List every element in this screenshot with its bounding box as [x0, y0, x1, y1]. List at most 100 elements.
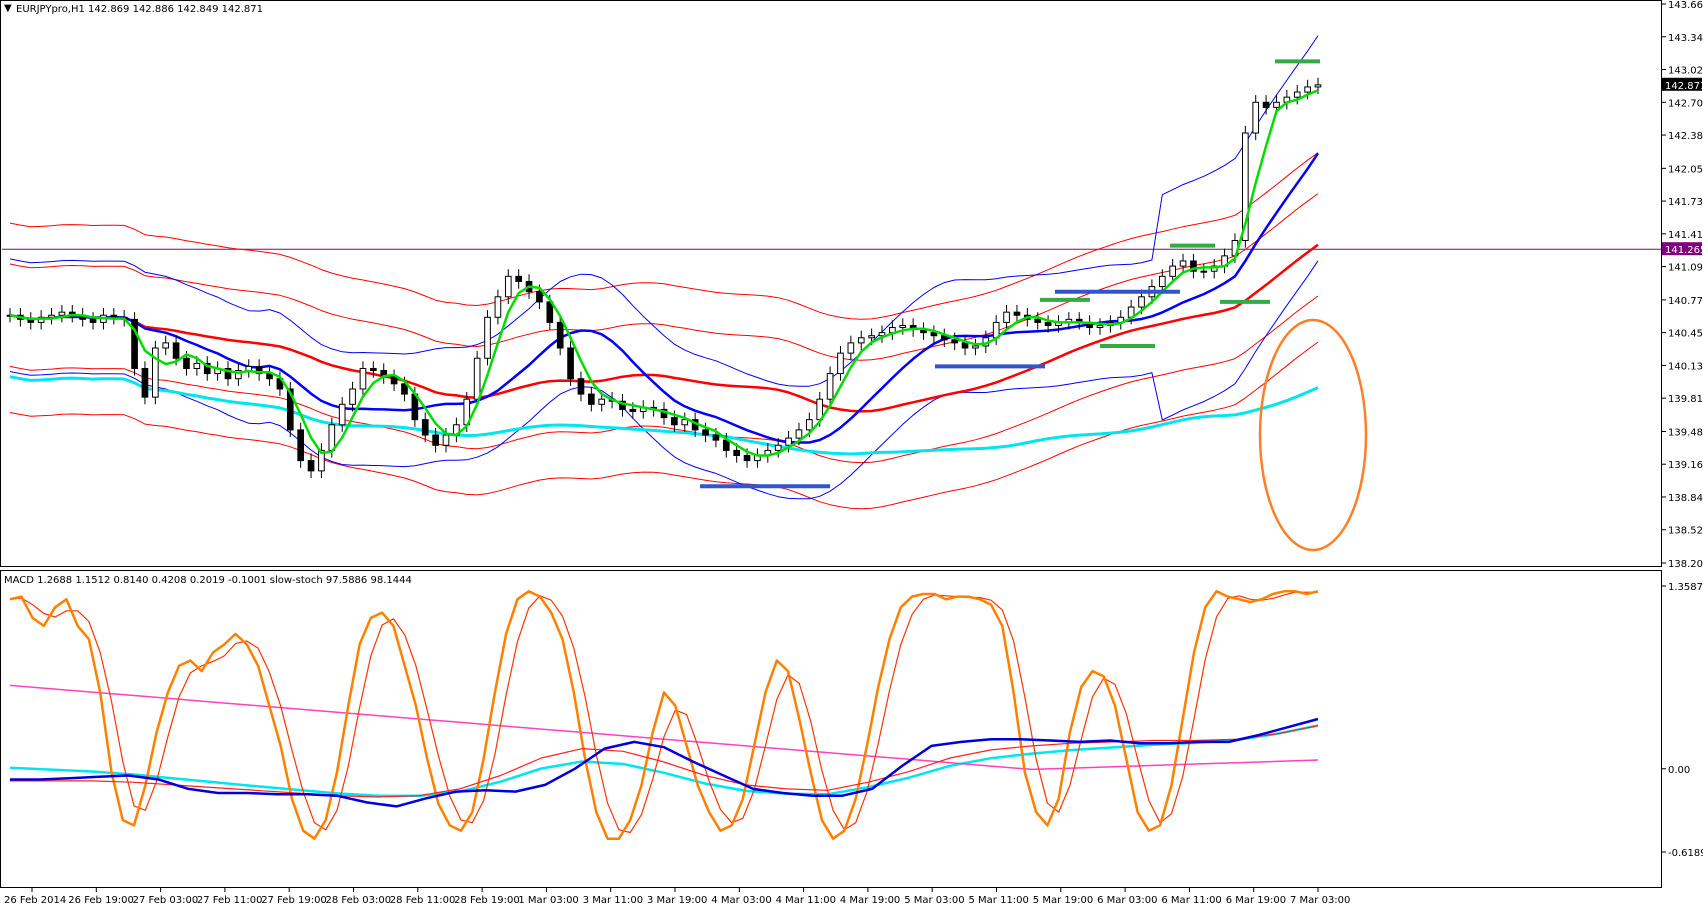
price-tick-label: 143.660: [1668, 0, 1703, 11]
price-tick-label: 139.810: [1668, 394, 1703, 405]
candle-body: [671, 417, 678, 426]
candle-body: [598, 398, 606, 405]
envelope-band-line: [9, 295, 1319, 464]
price-tick-label: 138.845: [1668, 493, 1703, 504]
indicator-panel-frame: [0, 570, 1662, 888]
candle-body: [743, 455, 751, 462]
envelope-band-line: [9, 152, 1319, 320]
candle-body: [297, 429, 304, 462]
price-tick-label: 142.380: [1668, 131, 1703, 142]
price-tick-label: 142.700: [1668, 98, 1703, 109]
candle-body: [401, 383, 408, 395]
candle-body: [1242, 132, 1249, 241]
candle-body: [58, 311, 66, 316]
candle-body: [1138, 296, 1145, 308]
price-tick-label: 143.340: [1668, 33, 1703, 44]
time-tick-label: 27 Feb 11:00: [197, 895, 263, 906]
price-tick-label: 140.130: [1668, 361, 1703, 372]
price-tick-label: 141.415: [1668, 230, 1703, 241]
time-tick-label: 26 Feb 2014: [4, 895, 66, 906]
bollinger-band-line: [9, 35, 1319, 387]
candle-body: [183, 357, 190, 369]
stoch-main-line: [9, 590, 1319, 840]
candle-body: [826, 373, 834, 400]
price-tick-label: 139.165: [1668, 460, 1703, 471]
candle-body: [1190, 260, 1197, 272]
candle-body: [193, 362, 201, 369]
horizontal-line-price-box: [1662, 242, 1702, 256]
symbol-title: EURJPYpro,H1 142.869 142.886 142.849 142…: [16, 4, 263, 15]
current-price-box: [1662, 77, 1702, 91]
price-tick-label: 142.055: [1668, 164, 1703, 175]
current-price-label: 142.871: [1665, 81, 1703, 92]
candle-body: [1158, 275, 1166, 288]
fast-moving-average-line: [9, 89, 1319, 457]
price-panel-frame: [0, 0, 1662, 567]
slow-moving-average-line: [9, 243, 1319, 413]
candle-body: [484, 316, 491, 359]
candle-body: [930, 332, 938, 337]
candle-body: [1013, 311, 1021, 316]
candle-body: [328, 424, 336, 451]
candle-body: [172, 342, 180, 359]
slow-trend-line: [9, 724, 1319, 798]
bollinger-band-line: [9, 260, 1319, 500]
candle-body: [857, 337, 865, 344]
price-plot[interactable]: [2, 35, 1661, 552]
candle-body: [235, 370, 242, 380]
candle-body: [940, 335, 948, 341]
candle-body: [255, 365, 263, 375]
time-tick-label: 3 Mar 11:00: [583, 895, 643, 906]
candle-body: [556, 321, 564, 349]
candle-body: [1200, 270, 1208, 273]
candle-body: [131, 318, 138, 369]
stoch-signal-line: [9, 591, 1318, 834]
candle-body: [1034, 318, 1042, 323]
candle-body: [1252, 101, 1260, 134]
candle-body: [141, 367, 149, 398]
candle-body: [878, 332, 886, 337]
candle-body: [806, 419, 813, 431]
candle-body: [1304, 86, 1311, 93]
price-tick-label: 140.770: [1668, 296, 1703, 307]
indicator-plot[interactable]: [9, 590, 1319, 840]
candle-body: [224, 367, 232, 380]
price-tick-label: 138.525: [1668, 526, 1703, 537]
candle-body: [1169, 265, 1176, 277]
candle-body: [577, 378, 585, 395]
candle-body: [795, 429, 803, 439]
candle-body: [162, 342, 170, 349]
indicator-y-axis: 1.3587 0.00 -0.6189: [1661, 582, 1703, 859]
price-tick-label: 141.735: [1668, 197, 1703, 208]
envelope-band-line: [9, 193, 1319, 361]
candle-body: [899, 324, 907, 329]
candle-body: [390, 376, 398, 385]
candle-body: [494, 296, 502, 318]
time-tick-label: 28 Feb 19:00: [454, 895, 520, 906]
price-tick-label: 143.020: [1668, 66, 1703, 77]
macd-line: [10, 717, 1319, 808]
time-tick-label: 4 Mar 03:00: [711, 895, 771, 906]
candle-body: [536, 291, 543, 303]
candle-body: [951, 339, 958, 344]
candle-body: [1179, 260, 1187, 267]
candle-body: [48, 314, 55, 318]
candle-body: [473, 357, 481, 400]
price-tick-label: 139.485: [1668, 427, 1703, 438]
candle-body: [712, 434, 720, 441]
time-tick-label: 5 Mar 11:00: [969, 895, 1029, 906]
candle-body: [1314, 84, 1322, 88]
time-tick-label: 6 Mar 11:00: [1161, 895, 1221, 906]
candle-body: [203, 362, 211, 375]
candle-body: [1096, 324, 1104, 329]
dropdown-arrow-icon[interactable]: ▼: [4, 3, 12, 14]
candle-body: [619, 400, 626, 410]
candle-body: [774, 444, 782, 451]
candle-body: [421, 419, 429, 436]
candle-body: [152, 347, 159, 398]
time-tick-label: 27 Feb 03:00: [133, 895, 199, 906]
candle-body: [432, 434, 439, 446]
price-y-axis: 143.660 143.340 143.020 142.700 142.380 142.0…: [1661, 0, 1703, 570]
